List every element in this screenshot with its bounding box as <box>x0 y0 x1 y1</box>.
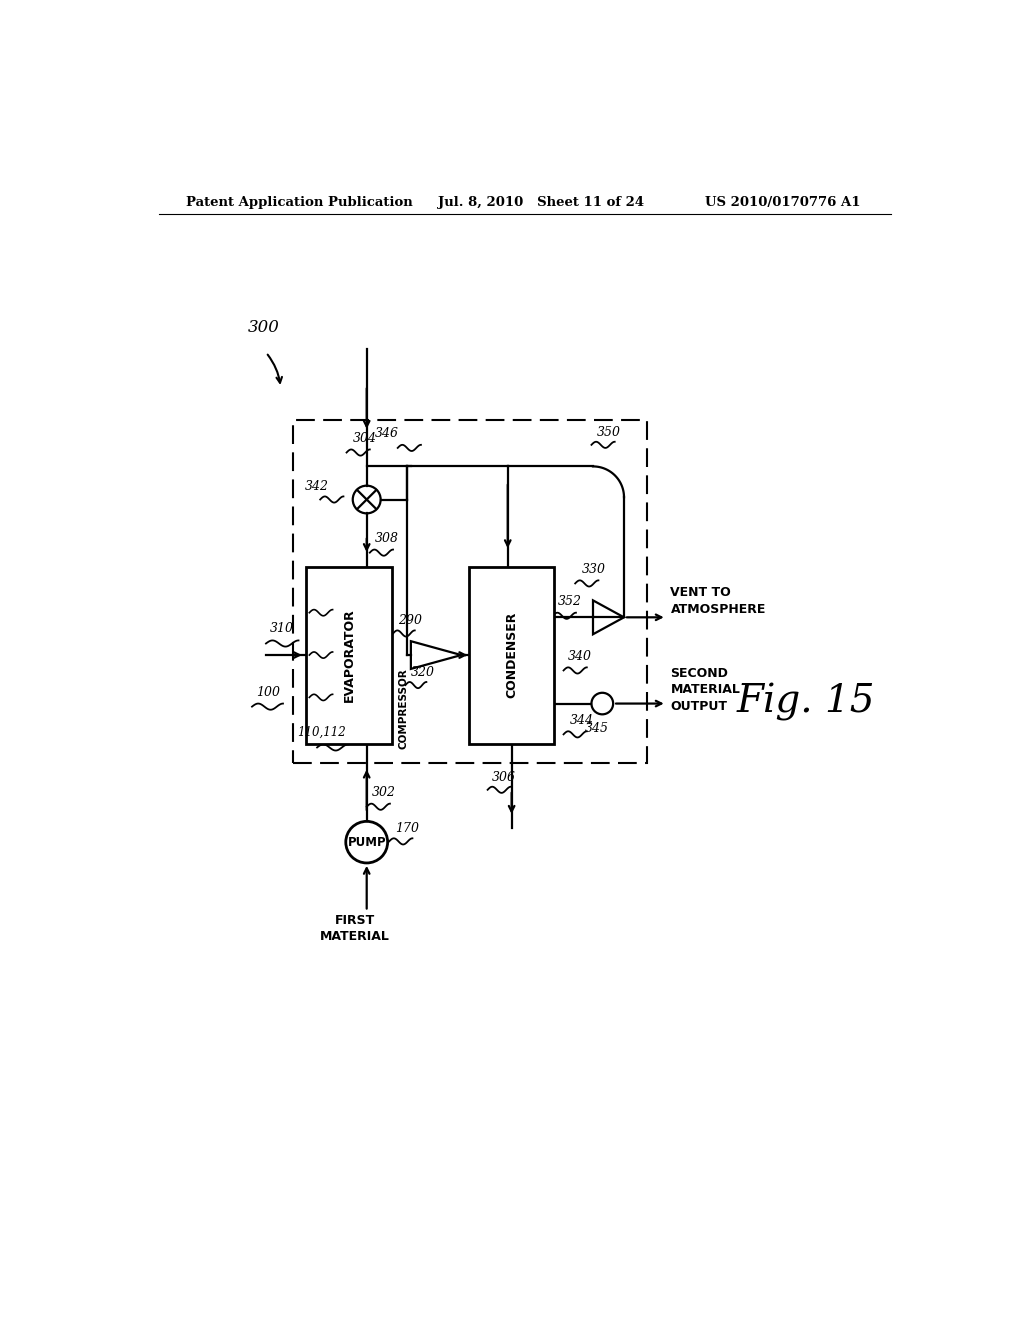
Text: 352: 352 <box>557 595 582 609</box>
Text: 308: 308 <box>375 532 398 545</box>
Text: 302: 302 <box>372 785 395 799</box>
Text: 344: 344 <box>569 714 594 727</box>
Text: COMPRESSOR: COMPRESSOR <box>398 668 409 750</box>
Text: 346: 346 <box>375 428 398 440</box>
Text: 310: 310 <box>270 622 294 635</box>
Text: 170: 170 <box>395 822 420 836</box>
Text: 320: 320 <box>411 665 435 678</box>
Bar <box>469 566 554 743</box>
Text: 306: 306 <box>493 771 516 784</box>
Text: 350: 350 <box>597 425 621 438</box>
Text: 290: 290 <box>397 614 422 627</box>
Bar <box>306 566 391 743</box>
Text: 330: 330 <box>582 562 605 576</box>
Text: 340: 340 <box>568 651 592 664</box>
Text: Jul. 8, 2010   Sheet 11 of 24: Jul. 8, 2010 Sheet 11 of 24 <box>438 195 644 209</box>
Text: 110,112: 110,112 <box>297 726 346 739</box>
Text: Fig. 15: Fig. 15 <box>736 684 874 721</box>
Text: 345: 345 <box>586 722 609 735</box>
Text: 100: 100 <box>256 686 280 698</box>
Text: 300: 300 <box>248 318 280 335</box>
Text: PUMP: PUMP <box>347 836 386 849</box>
Text: SECOND
MATERIAL
OUTPUT: SECOND MATERIAL OUTPUT <box>671 667 740 713</box>
Text: CONDENSER: CONDENSER <box>505 612 518 698</box>
Text: VENT TO
ATMOSPHERE: VENT TO ATMOSPHERE <box>671 586 766 616</box>
Text: EVAPORATOR: EVAPORATOR <box>342 609 355 702</box>
Text: US 2010/0170776 A1: US 2010/0170776 A1 <box>706 195 861 209</box>
Text: 342: 342 <box>305 479 329 492</box>
Text: Patent Application Publication: Patent Application Publication <box>186 195 413 209</box>
Text: 304: 304 <box>352 432 377 445</box>
Text: FIRST
MATERIAL: FIRST MATERIAL <box>321 913 390 944</box>
